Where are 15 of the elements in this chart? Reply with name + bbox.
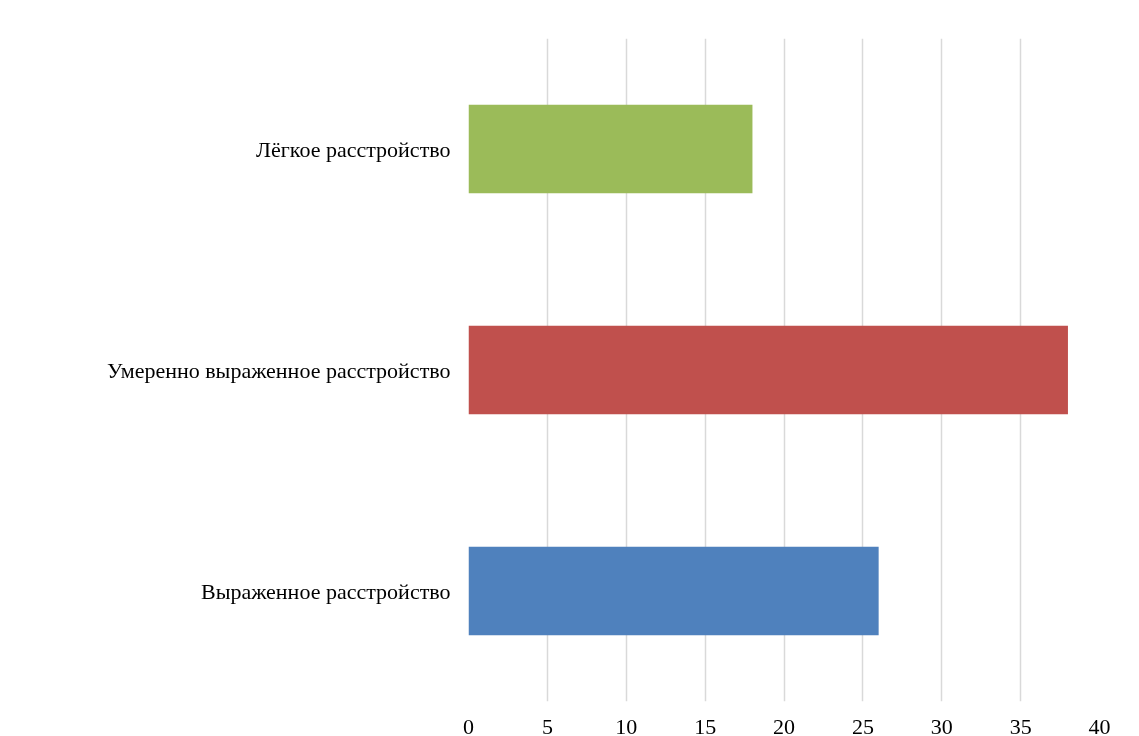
bar [468,104,753,194]
y-tick-label: Выраженное расстройство [200,578,451,604]
x-tick-label: 40 [1088,713,1111,736]
x-tick-label: 5 [541,713,553,736]
x-tick-label: 20 [773,713,795,736]
y-tick-label: Умеренно выраженное расстройство [107,357,451,383]
y-tick-label: Лёгкое расстройство [256,136,451,162]
x-tick-label: 25 [851,713,874,736]
x-tick-label: 30 [930,713,953,736]
x-tick-label: 15 [694,713,717,736]
x-tick-label: 35 [1009,713,1032,736]
bar [468,325,1068,415]
x-tick-label: 10 [615,713,638,736]
x-tick-label: 0 [463,713,474,736]
bar [468,546,879,636]
